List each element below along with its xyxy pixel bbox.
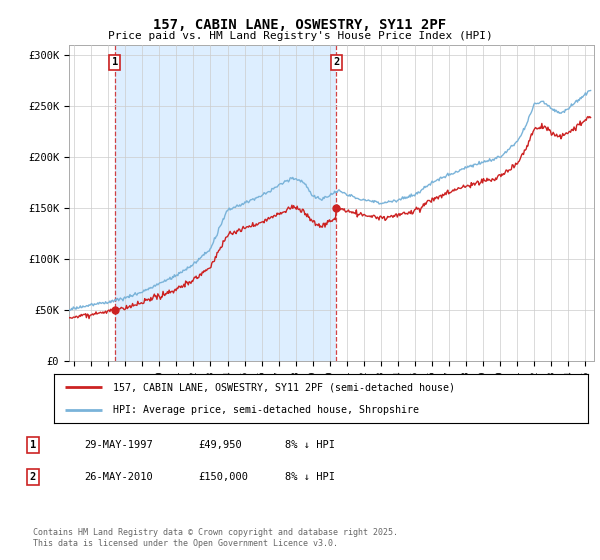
Text: 26-MAY-2010: 26-MAY-2010	[84, 472, 153, 482]
Text: HPI: Average price, semi-detached house, Shropshire: HPI: Average price, semi-detached house,…	[113, 405, 419, 416]
Text: 157, CABIN LANE, OSWESTRY, SY11 2PF: 157, CABIN LANE, OSWESTRY, SY11 2PF	[154, 18, 446, 32]
Text: 157, CABIN LANE, OSWESTRY, SY11 2PF (semi-detached house): 157, CABIN LANE, OSWESTRY, SY11 2PF (sem…	[113, 382, 455, 393]
Text: £49,950: £49,950	[198, 440, 242, 450]
Text: 8% ↓ HPI: 8% ↓ HPI	[285, 440, 335, 450]
Text: 8% ↓ HPI: 8% ↓ HPI	[285, 472, 335, 482]
Text: 2: 2	[333, 57, 340, 67]
Text: 1: 1	[112, 57, 118, 67]
Text: Price paid vs. HM Land Registry's House Price Index (HPI): Price paid vs. HM Land Registry's House …	[107, 31, 493, 41]
Text: 29-MAY-1997: 29-MAY-1997	[84, 440, 153, 450]
Text: Contains HM Land Registry data © Crown copyright and database right 2025.
This d: Contains HM Land Registry data © Crown c…	[33, 528, 398, 548]
Text: £150,000: £150,000	[198, 472, 248, 482]
Bar	[115, 45, 336, 361]
Text: 1: 1	[30, 440, 36, 450]
Text: 2: 2	[30, 472, 36, 482]
